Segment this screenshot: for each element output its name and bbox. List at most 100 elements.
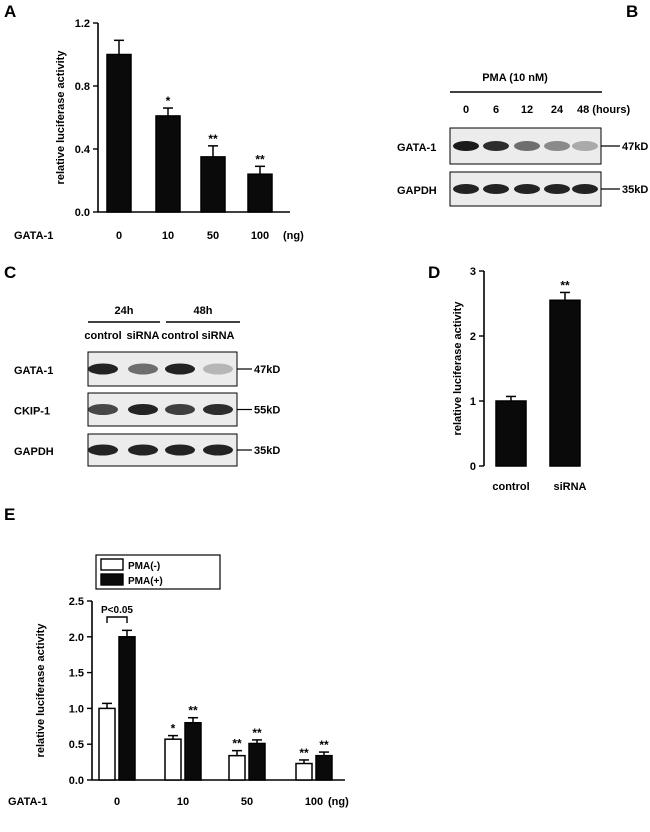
y-axis-label: relative luciferase activity <box>55 50 67 185</box>
band <box>165 404 195 415</box>
category-label: siRNA <box>553 481 586 493</box>
y-tick-label: 1 <box>470 396 476 408</box>
lane-label: siRNA <box>201 330 234 342</box>
category-label: 0 <box>114 796 120 808</box>
legend-swatch-pma-minus <box>100 558 124 571</box>
y-tick-label: 0.0 <box>75 207 90 219</box>
bar <box>495 400 527 467</box>
significance-bracket <box>106 616 128 623</box>
significance-label: ** <box>560 278 570 292</box>
x-axis-label: GATA-1 <box>8 796 47 808</box>
category-label: 50 <box>241 796 253 808</box>
legend-label: PMA(+) <box>128 576 163 587</box>
band <box>483 184 509 194</box>
legend-swatch-pma-plus <box>100 573 124 586</box>
significance-label: ** <box>319 738 329 752</box>
band <box>453 141 479 151</box>
y-tick-label: 0.4 <box>75 144 91 156</box>
band <box>203 363 233 375</box>
bar <box>164 738 182 781</box>
band <box>165 363 195 375</box>
panel-label-d: D <box>428 263 440 282</box>
treatment-label: PMA (10 nM) <box>482 72 548 84</box>
timepoint-label: 6 <box>493 104 499 116</box>
y-axis-label: relative luciferase activity <box>35 623 47 758</box>
category-label: 10 <box>162 230 174 242</box>
protein-label: GATA-1 <box>14 365 53 377</box>
band <box>572 141 598 151</box>
category-label: control <box>492 481 529 493</box>
significance-label: * <box>171 722 176 736</box>
size-label: 55kD <box>254 405 280 417</box>
band <box>514 184 540 194</box>
timepoint-label: 12 <box>521 104 533 116</box>
bar <box>155 115 181 213</box>
lane-label: siRNA <box>126 330 159 342</box>
significance-label: * <box>166 94 171 108</box>
y-tick-label: 3 <box>470 266 476 278</box>
y-axis-label: relative luciferase activity <box>452 301 464 436</box>
bar <box>247 173 273 213</box>
band <box>572 184 598 194</box>
x-axis-unit: (ng) <box>283 230 304 242</box>
significance-label: ** <box>299 746 309 760</box>
category-label: 0 <box>116 230 122 242</box>
chart-d: 0 1 2 3 relative luciferase activity ** contro… <box>452 266 587 493</box>
timepoint-label: 24h <box>115 305 134 317</box>
band <box>453 184 479 194</box>
band <box>128 363 158 375</box>
size-label: 47kD <box>622 141 648 153</box>
protein-label: CKIP-1 <box>14 406 50 418</box>
chart-a: 0.0 0.4 0.8 1.2 relative luciferase activity… <box>14 18 304 242</box>
timepoint-label: 48 (hours) <box>577 104 631 116</box>
category-label: 100 <box>251 230 269 242</box>
band <box>128 404 158 415</box>
bar <box>98 707 116 781</box>
timepoint-label: 0 <box>463 104 469 116</box>
bracket-label: P<0.05 <box>101 605 133 616</box>
size-label: 47kD <box>254 364 280 376</box>
bar <box>118 636 136 781</box>
bar <box>200 156 226 213</box>
y-tick-label: 1.5 <box>69 668 84 680</box>
legend-label: PMA(-) <box>128 561 160 572</box>
band <box>203 444 233 456</box>
size-label: 35kD <box>622 184 648 196</box>
band <box>88 444 118 456</box>
bar <box>106 53 132 213</box>
band <box>483 141 509 151</box>
protein-label: GAPDH <box>14 446 54 458</box>
x-axis-label: GATA-1 <box>14 230 53 242</box>
panel-label-e: E <box>4 505 15 524</box>
band <box>88 404 118 415</box>
y-tick-label: 2 <box>470 331 476 343</box>
band <box>544 141 570 151</box>
significance-label: ** <box>208 132 218 146</box>
bar <box>248 742 266 781</box>
y-tick-label: 0.5 <box>69 739 84 751</box>
y-tick-label: 0.8 <box>75 81 90 93</box>
y-tick-label: 1.0 <box>69 703 84 715</box>
band <box>128 444 158 456</box>
lane-label: control <box>84 330 121 342</box>
chart-e: 0.0 0.5 1.0 1.5 2.0 2.5 relative luciferase ac… <box>8 554 349 808</box>
y-tick-label: 1.2 <box>75 18 90 30</box>
band <box>544 184 570 194</box>
lane-label: control <box>161 330 198 342</box>
significance-label: ** <box>255 152 265 166</box>
x-axis-unit: (ng) <box>328 796 349 808</box>
band <box>88 363 118 375</box>
band <box>514 141 540 151</box>
band <box>165 444 195 456</box>
bar <box>228 754 246 781</box>
y-tick-label: 0 <box>470 461 476 473</box>
y-tick-label: 0.0 <box>69 775 84 787</box>
category-label: 10 <box>177 796 189 808</box>
panel-label-c: C <box>4 263 16 282</box>
bar <box>549 299 581 467</box>
category-label: 50 <box>207 230 219 242</box>
category-label: 100 <box>305 796 323 808</box>
protein-label: GAPDH <box>397 185 437 197</box>
panel-label-b: B <box>626 2 638 21</box>
